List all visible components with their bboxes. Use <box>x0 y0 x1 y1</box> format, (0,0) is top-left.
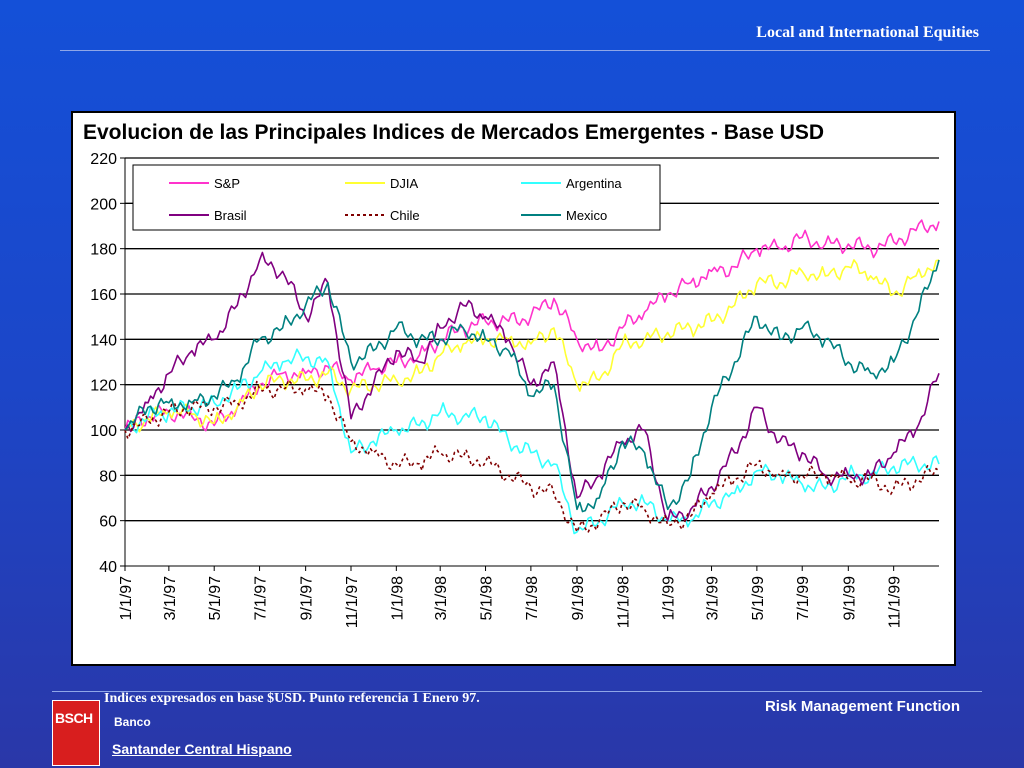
x-tick-label: 1/1/98 <box>389 576 406 621</box>
y-tick-label: 120 <box>90 378 117 395</box>
bank-name: Santander Central Hispano <box>112 741 292 757</box>
series-line-djia <box>124 259 940 433</box>
x-tick-label: 11/1/97 <box>344 576 361 628</box>
x-tick-label: 3/1/98 <box>433 576 450 621</box>
y-tick-label: 60 <box>99 514 117 531</box>
bsch-logo: BSCH <box>52 700 100 766</box>
series-line-mexico <box>124 259 940 513</box>
x-tick-label: 5/1/99 <box>750 576 767 621</box>
x-tick-label: 9/1/99 <box>841 576 858 621</box>
x-tick-label: 7/1/97 <box>253 576 270 621</box>
legend-label: Brasil <box>214 208 247 223</box>
y-tick-label: 80 <box>99 468 117 485</box>
legend-label: Chile <box>390 208 420 223</box>
y-tick-label: 180 <box>90 242 117 259</box>
legend-label: DJIA <box>390 176 419 191</box>
series-line-brasil <box>124 251 940 523</box>
x-tick-label: 5/1/97 <box>207 576 224 621</box>
bsch-logo-text: BSCH <box>55 710 93 726</box>
series-line-chile <box>124 379 940 534</box>
line-chart: 40 60 80 100 120 140 160 180 200 220 1/1/97 3/1/97 5… <box>90 151 940 628</box>
legend-label: Argentina <box>566 176 622 191</box>
header-divider <box>60 50 990 51</box>
footnote: Indices expresados en base $USD. Punto r… <box>104 691 480 706</box>
series-line-s-p <box>124 219 940 432</box>
y-tick-label: 160 <box>90 287 117 304</box>
x-tick-label: 11/1/99 <box>887 576 904 628</box>
x-tick-label: 1/1/97 <box>118 576 135 621</box>
x-tick-label: 11/1/98 <box>615 576 632 628</box>
y-tick-label: 220 <box>90 151 117 168</box>
footer-divider <box>52 691 982 692</box>
bank-label: Banco <box>114 715 151 729</box>
x-tick-label: 9/1/98 <box>570 576 587 621</box>
header-title: Local and International Equities <box>756 24 979 41</box>
legend-box <box>132 164 661 231</box>
legend-label: Mexico <box>566 208 607 223</box>
y-tick-label: 100 <box>90 423 117 440</box>
x-tick-label: 7/1/99 <box>795 576 812 621</box>
y-tick-label: 140 <box>90 332 117 349</box>
x-tick-label: 3/1/99 <box>705 576 722 621</box>
x-tick-label: 3/1/97 <box>162 576 179 621</box>
x-tick-label: 9/1/97 <box>299 576 316 621</box>
y-tick-label: 200 <box>90 196 117 213</box>
function-label: Risk Management Function <box>764 698 960 715</box>
x-tick-label: 7/1/98 <box>524 576 541 621</box>
x-tick-label: 1/1/99 <box>661 576 678 621</box>
chart-panel: Evolucion de las Principales Indices de … <box>71 111 956 666</box>
x-tick-label: 5/1/98 <box>479 576 496 621</box>
y-tick-label: 40 <box>99 559 117 576</box>
series-line-argentina <box>124 348 940 535</box>
legend-label: S&P <box>214 176 240 191</box>
chart-title: Evolucion de las Principales Indices de … <box>83 121 825 144</box>
